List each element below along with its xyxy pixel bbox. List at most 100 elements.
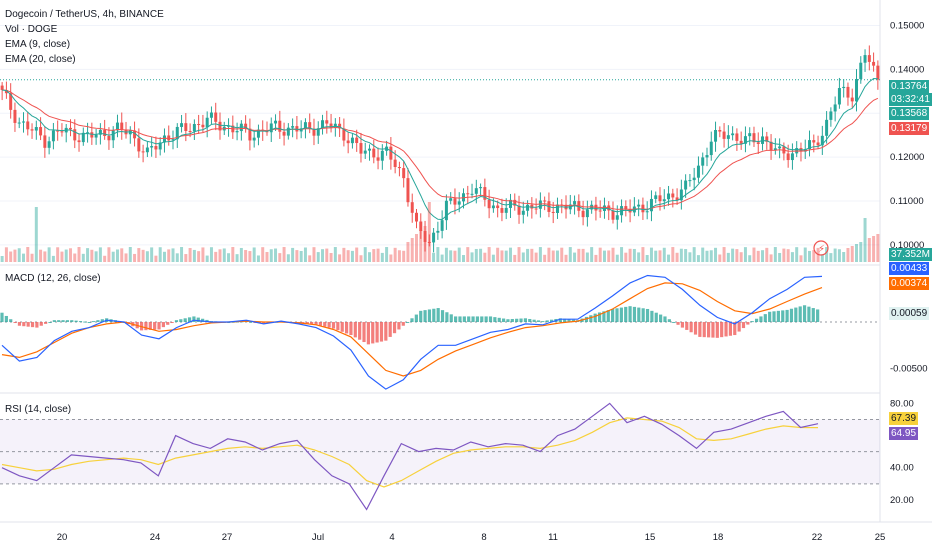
candle-body [376, 157, 380, 161]
volume-bar [440, 254, 444, 262]
ema20-label[interactable]: EMA (20, close) [5, 54, 76, 65]
candle-body [325, 120, 329, 124]
candle-body [534, 208, 538, 210]
candle-body [500, 208, 504, 213]
macd-histogram-bar [401, 322, 405, 326]
candle-body [855, 78, 858, 102]
candle-body [47, 141, 51, 148]
chart-title[interactable]: Dogecoin / TetherUS, 4h, BINANCE [5, 9, 164, 20]
macd-histogram-bar [187, 317, 192, 323]
macd-histogram-bar [406, 322, 410, 324]
ema9-label[interactable]: EMA (9, close) [5, 39, 71, 50]
candle-body [209, 112, 213, 118]
candle-body [107, 136, 111, 141]
candle-body [227, 125, 231, 127]
candle-body [585, 209, 589, 218]
candle-body [726, 135, 730, 139]
signal-line [1, 282, 823, 377]
candle-body [355, 137, 359, 144]
volume-bar [487, 247, 491, 262]
macd-histogram-bar [174, 320, 179, 323]
candle-body [0, 85, 4, 90]
volume-bar [709, 250, 713, 262]
candle-body [859, 62, 863, 79]
macd-histogram-bar [597, 312, 602, 323]
macd-histogram-bar [170, 322, 174, 324]
candle-body [679, 189, 683, 201]
macd-histogram-bar [48, 322, 52, 324]
volume-bar [192, 249, 196, 262]
macd-histogram-bar [475, 316, 480, 323]
volume-bar [115, 249, 119, 262]
volume-bar [812, 250, 816, 262]
candle-body [517, 205, 521, 215]
candle-body [688, 180, 692, 182]
volume-bar [158, 247, 162, 262]
macd-histogram-bar [323, 322, 327, 327]
macd-histogram-bar [619, 307, 623, 323]
macd-histogram-bar [789, 308, 794, 323]
macd-histogram-bar [366, 322, 370, 345]
volume-bar [675, 252, 679, 262]
volume-label[interactable]: Vol · DOGE [5, 24, 58, 35]
macd-label[interactable]: MACD (12, 26, close) [5, 273, 101, 284]
candle-body [714, 130, 718, 142]
volume-bar [645, 255, 649, 262]
candle-body [427, 241, 431, 243]
volume-bar [714, 247, 718, 262]
macd-histogram-bar [61, 320, 65, 323]
candle-body [244, 123, 248, 129]
lightning-glyph: ⚡ [818, 244, 825, 255]
price-tick-label: 0.11000 [890, 196, 924, 207]
volume-bar [214, 251, 218, 262]
volume-bar [624, 252, 628, 262]
macd-histogram-bar [340, 322, 344, 332]
candle-body [820, 135, 824, 146]
volume-bar [56, 247, 60, 262]
candle-body [137, 138, 141, 152]
macd-histogram-bar [384, 322, 388, 341]
candle-body [158, 142, 162, 150]
volume-bar [73, 253, 77, 262]
volume-bar [167, 249, 171, 262]
macd-histogram-bar [737, 322, 741, 332]
candle-body [145, 147, 149, 153]
volume-bar [51, 255, 55, 262]
macd-histogram-bar [768, 311, 772, 323]
volume-bar [829, 253, 833, 262]
candle-body [551, 211, 555, 213]
macd-histogram-bar [593, 313, 597, 323]
macd-histogram-bar [192, 316, 196, 323]
macd-histogram-bar [262, 322, 266, 324]
lightning-icon [813, 240, 829, 256]
time-tick-label: 25 [875, 532, 886, 543]
volume-bar [555, 250, 559, 262]
volume-bar [252, 247, 256, 262]
volume-bar [607, 250, 611, 262]
macd-histogram-bar [680, 322, 685, 328]
volume-bar [846, 248, 850, 262]
candle-body [735, 133, 739, 141]
candle-body [667, 193, 671, 200]
volume-bar [239, 247, 243, 262]
macd-histogram-bar [419, 310, 423, 323]
candle-body [513, 199, 517, 206]
macd-tag: 0.00433 [889, 262, 930, 275]
volume-bar [491, 254, 495, 262]
volume-bar [308, 255, 312, 262]
ema9-tag: 0.13568 [889, 107, 930, 120]
candle-body [17, 122, 21, 124]
macd-histogram-bar [606, 310, 610, 323]
macd-histogram-bar [44, 322, 48, 324]
macd-histogram-bar [467, 316, 471, 323]
candle-body [214, 112, 218, 122]
volume-bar [0, 256, 4, 262]
volume-bar [718, 254, 722, 262]
macd-histogram-bar [144, 322, 148, 331]
candle-body [397, 167, 401, 169]
candle-body [30, 129, 34, 131]
candle-body [205, 117, 209, 128]
macd-histogram-bar [706, 322, 711, 338]
volume-bar [508, 247, 512, 262]
rsi-label[interactable]: RSI (14, close) [5, 404, 72, 415]
